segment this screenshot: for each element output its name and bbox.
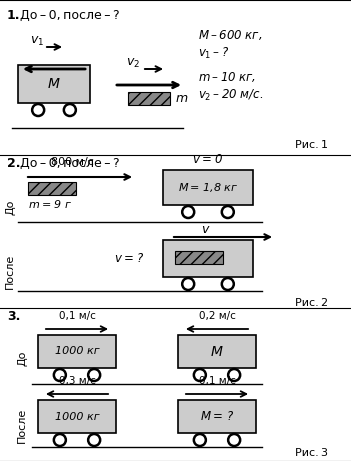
Text: 0,1 м/с: 0,1 м/с <box>199 376 236 386</box>
Circle shape <box>222 206 234 218</box>
Text: $m$: $m$ <box>175 92 188 105</box>
Text: Рис. 2: Рис. 2 <box>295 298 328 308</box>
Bar <box>163 170 253 205</box>
Bar <box>28 182 76 195</box>
Circle shape <box>88 369 100 381</box>
Text: $v_2$: $v_2$ <box>126 57 140 70</box>
Text: $v_1$: $v_1$ <box>30 35 44 48</box>
Text: $M$ – 600 кг,: $M$ – 600 кг, <box>198 28 263 42</box>
Text: $m$ = 9 г: $m$ = 9 г <box>28 198 72 210</box>
Circle shape <box>88 434 100 446</box>
Circle shape <box>182 206 194 218</box>
Bar <box>178 400 256 433</box>
Text: $M$ = 1,8 кг: $M$ = 1,8 кг <box>178 181 238 194</box>
Circle shape <box>228 434 240 446</box>
Circle shape <box>194 434 206 446</box>
Text: 0,3 м/с: 0,3 м/с <box>59 376 95 386</box>
Bar <box>18 65 90 103</box>
Text: 800 м/с: 800 м/с <box>51 157 93 167</box>
Text: $v$: $v$ <box>201 223 211 236</box>
Text: $M$: $M$ <box>210 344 224 359</box>
Text: $v$ = 0: $v$ = 0 <box>192 153 224 166</box>
Circle shape <box>54 369 66 381</box>
Text: 2.: 2. <box>7 157 20 170</box>
Circle shape <box>194 369 206 381</box>
Text: После: После <box>17 408 27 443</box>
Bar <box>38 400 116 433</box>
Circle shape <box>64 104 76 116</box>
Text: 1.: 1. <box>7 9 20 22</box>
Text: 0,2 м/с: 0,2 м/с <box>199 311 236 321</box>
Bar <box>175 251 223 264</box>
Text: До: До <box>5 199 15 215</box>
Bar <box>128 92 170 105</box>
Bar <box>38 335 116 368</box>
Circle shape <box>222 278 234 290</box>
Text: 1000 кг: 1000 кг <box>55 347 99 356</box>
Text: После: После <box>5 254 15 289</box>
Bar <box>178 335 256 368</box>
Text: Рис. 1: Рис. 1 <box>295 140 328 150</box>
Bar <box>163 240 253 277</box>
Text: $v_1$ – ?: $v_1$ – ? <box>198 46 229 61</box>
Text: 1000 кг: 1000 кг <box>55 412 99 421</box>
Text: $m$ – 10 кг,: $m$ – 10 кг, <box>198 70 256 84</box>
Circle shape <box>32 104 44 116</box>
Circle shape <box>54 434 66 446</box>
Text: $M$ = ?: $M$ = ? <box>200 410 234 423</box>
Text: 3.: 3. <box>7 310 20 323</box>
Text: $v$ = ?: $v$ = ? <box>114 252 145 265</box>
Text: До – 0, после – ?: До – 0, после – ? <box>20 9 120 22</box>
Text: Рис. 3: Рис. 3 <box>295 448 328 458</box>
Text: 0,1 м/с: 0,1 м/с <box>59 311 95 321</box>
Text: До – 0, после – ?: До – 0, после – ? <box>20 157 120 170</box>
Circle shape <box>182 278 194 290</box>
Circle shape <box>228 369 240 381</box>
Text: До: До <box>17 350 27 366</box>
Text: $M$: $M$ <box>47 77 61 91</box>
Text: $v_2$ – 20 м/с.: $v_2$ – 20 м/с. <box>198 88 263 103</box>
